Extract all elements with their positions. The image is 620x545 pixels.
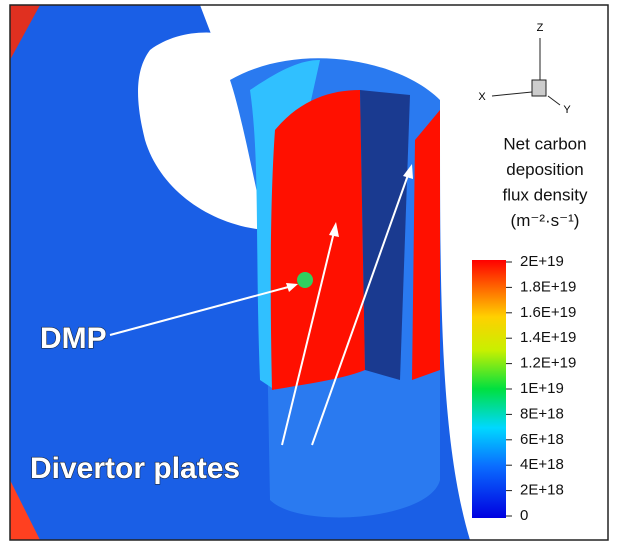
tick-label: 1E+19	[520, 380, 564, 397]
colorbar-title-line: Net carbon	[503, 134, 586, 153]
triad-label: X	[478, 91, 486, 103]
page: Z X Y Net carbon deposition flux density (m…	[0, 0, 620, 545]
tick-label: 4E+18	[520, 456, 564, 473]
triad-label: Z	[537, 22, 544, 34]
tick-label: 1.2E+19	[520, 355, 576, 372]
colorbar	[472, 260, 506, 518]
dmp-marker	[297, 272, 313, 288]
triad-cube	[532, 80, 546, 96]
tick-label: 2E+19	[520, 253, 564, 270]
tick-label: 1.4E+19	[520, 329, 576, 346]
figure: Z X Y Net carbon deposition flux density (m…	[0, 0, 620, 545]
annotation: Divertor plates	[30, 452, 240, 485]
annotation: DMP	[40, 322, 107, 355]
tick-label: 1.6E+19	[520, 304, 576, 321]
tick-label: 8E+18	[520, 405, 564, 422]
colorbar-title-line: (m⁻²·s⁻¹)	[511, 211, 580, 230]
tick-label: 1.8E+19	[520, 278, 576, 295]
triad-label: Y	[563, 104, 571, 116]
red-region	[412, 110, 440, 380]
red-region	[271, 90, 365, 390]
colorbar-title-line: flux density	[502, 185, 588, 204]
tick-label: 2E+18	[520, 482, 564, 499]
tick-label: 6E+18	[520, 431, 564, 448]
colorbar-title-line: deposition	[506, 160, 584, 179]
tick-label: 0	[520, 507, 528, 524]
